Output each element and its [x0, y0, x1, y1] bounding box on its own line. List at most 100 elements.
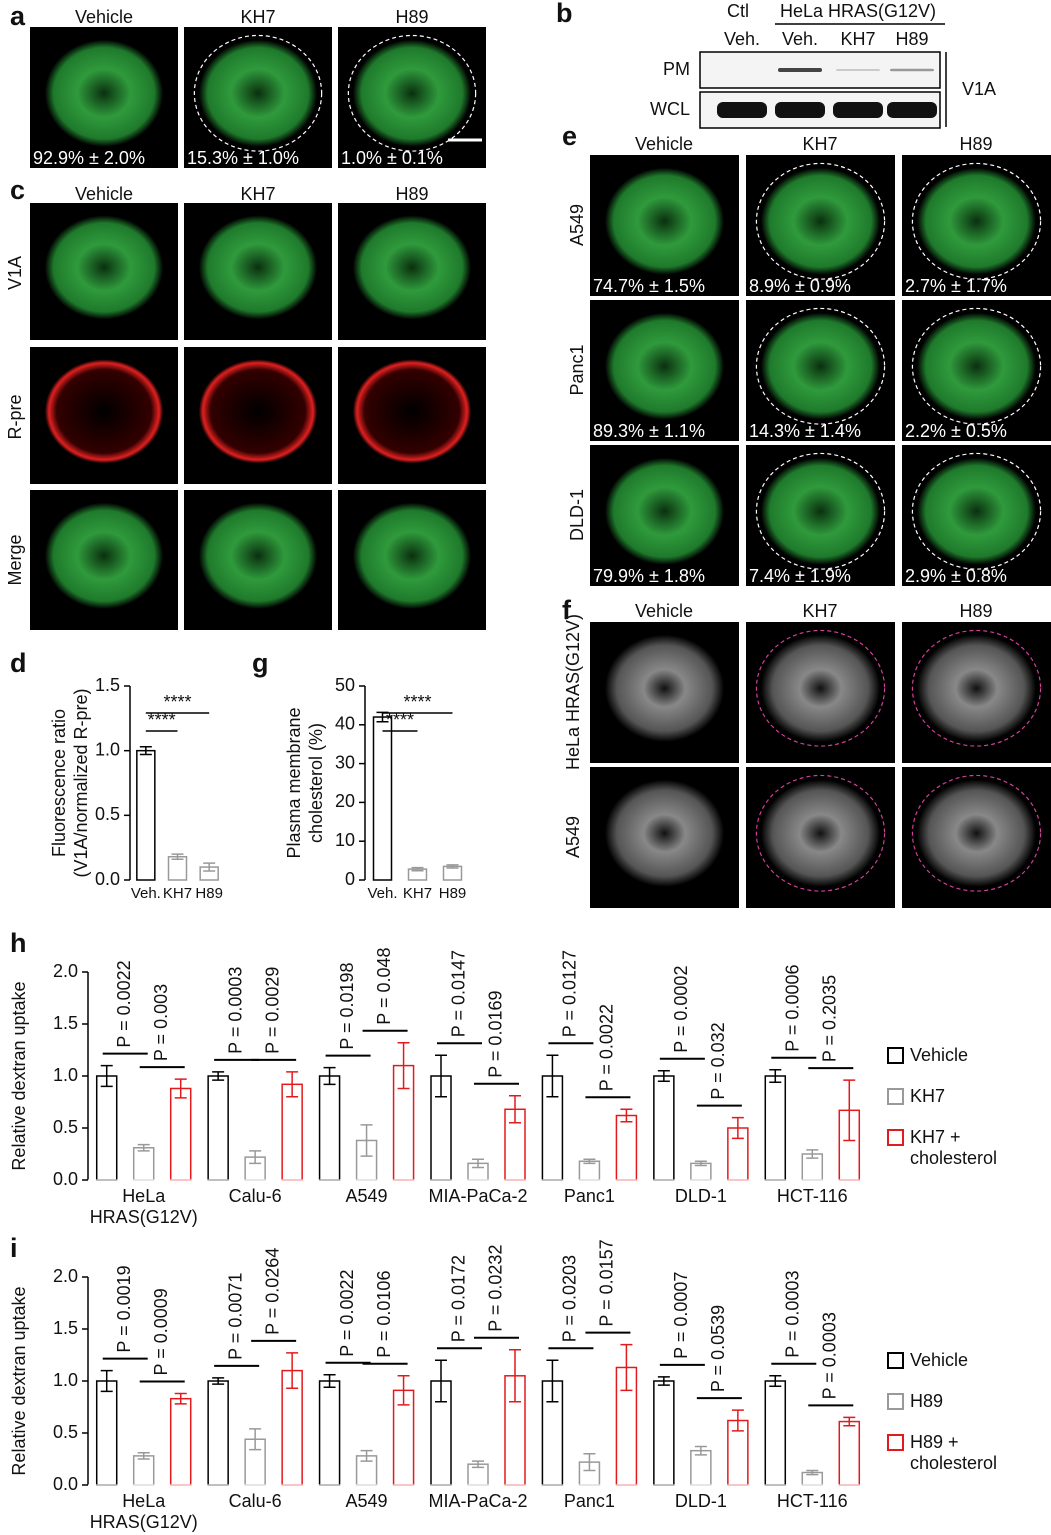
bar	[764, 1380, 787, 1486]
cell	[198, 39, 318, 147]
cell	[760, 167, 881, 275]
cell	[760, 312, 881, 420]
p-value: P = 0.0006	[783, 965, 803, 1052]
error-bar	[286, 1071, 299, 1098]
x-tick-label: A549	[345, 1491, 388, 1511]
error-bar	[171, 853, 184, 861]
panel-label: e	[562, 121, 577, 151]
band	[887, 102, 937, 118]
p-value: P = 0.0009	[151, 1288, 171, 1375]
bar	[207, 1380, 229, 1486]
error-bar	[583, 1158, 596, 1165]
bar	[169, 1087, 192, 1181]
x-tick-label: HCT-116	[776, 1186, 848, 1206]
y-axis-label: Plasma membrane	[284, 707, 304, 858]
bar	[838, 1420, 861, 1486]
cell	[352, 502, 472, 609]
band	[833, 102, 883, 118]
y-axis-label: Relative dextran uptake	[9, 981, 29, 1170]
cell-outline	[193, 34, 323, 152]
column-label: Vehicle	[635, 601, 693, 621]
percentage-label: 74.7% ± 1.5%	[593, 276, 705, 296]
error-bar	[843, 1079, 856, 1142]
cell-outline	[911, 307, 1042, 425]
p-value: P = 0.0022	[597, 1004, 617, 1091]
error-bar	[100, 1369, 113, 1393]
legend-swatch	[887, 1129, 904, 1146]
y-tick-label: 0.0	[95, 869, 120, 889]
x-tick-label: Calu-6	[228, 1491, 282, 1511]
x-tick-label-box: HCT-116	[776, 1491, 848, 1511]
legend-swatch	[887, 1088, 904, 1105]
column-label: H89	[959, 134, 992, 154]
x-tick-label: Veh.	[131, 885, 161, 902]
error-bar	[472, 1460, 484, 1469]
x-tick-label: HCT-116	[776, 1491, 848, 1511]
significance-label: ****	[386, 710, 414, 730]
x-tick-label-box: Calu-6	[228, 1491, 282, 1511]
cell-outline	[755, 774, 886, 892]
p-value: P = 0.0071	[225, 1273, 245, 1360]
row-label: A549	[567, 204, 587, 246]
cell	[604, 634, 725, 742]
y-axis-label: Relative dextran uptake	[9, 1286, 29, 1475]
bar	[207, 1075, 229, 1181]
error-bar	[100, 1064, 113, 1088]
legend-label: KH7	[910, 1086, 946, 1106]
x-tick-label-box: HeLa HRAS(G12V)	[90, 1491, 198, 1532]
x-tick-label-box: HCT-116	[776, 1186, 848, 1206]
percentage-label: 1.0% ± 0.1%	[341, 148, 443, 168]
error-bar	[731, 1116, 744, 1140]
legend-swatch	[887, 1393, 904, 1410]
cell	[916, 634, 1037, 742]
blot-row-label: WCL	[650, 99, 690, 119]
y-tick-label: 0.5	[95, 804, 120, 824]
error-bar	[174, 1078, 187, 1099]
bar	[318, 1075, 341, 1181]
lane-label: H89	[895, 29, 928, 49]
x-tick-label: MIA-PaCa-2	[428, 1186, 528, 1206]
x-tick-label-box: DLD-1	[675, 1491, 727, 1511]
y-tick-label: 40	[335, 714, 355, 734]
legend-label: H89	[910, 1391, 944, 1411]
y-tick-label: 2.0	[53, 961, 78, 981]
bar	[764, 1075, 787, 1181]
y-tick-label: 1.5	[95, 675, 120, 695]
percentage-label: 79.9% ± 1.8%	[593, 566, 705, 586]
lane-label: Veh.	[724, 29, 760, 49]
error-bar	[546, 1054, 559, 1098]
significance-label: ****	[148, 710, 176, 730]
error-bar	[509, 1095, 521, 1124]
cell-outline	[911, 629, 1042, 747]
y-tick-label: 20	[335, 791, 355, 811]
error-bar	[397, 1041, 410, 1090]
percentage-label: 2.9% ± 0.8%	[905, 566, 1007, 586]
legend-label-box: Vehicle	[910, 1350, 969, 1370]
bar	[136, 749, 156, 881]
cell	[352, 39, 472, 147]
band	[778, 68, 822, 72]
x-tick-label: DLD-1	[674, 1186, 727, 1206]
error-bar	[323, 1066, 336, 1086]
p-value: P = 0.0169	[485, 991, 505, 1078]
significance-label: ****	[163, 692, 191, 712]
blot-header: HeLa HRAS(G12V)	[780, 1, 936, 21]
cell	[44, 215, 164, 320]
cell-outline	[755, 629, 886, 747]
bar	[132, 1147, 155, 1181]
x-tick-label-box: Panc1	[564, 1491, 615, 1511]
cell-outline	[911, 162, 1042, 280]
legend-label: Vehicle	[910, 1350, 969, 1370]
error-bar	[137, 1143, 150, 1152]
cell	[916, 312, 1037, 420]
bar	[318, 1380, 341, 1486]
cell	[760, 457, 881, 565]
y-axis-label: (V1A/normalized R-pre)	[71, 688, 91, 877]
error-bar	[137, 1452, 150, 1460]
cell	[604, 457, 725, 565]
bar	[281, 1083, 303, 1181]
legend-label-box: H89	[910, 1391, 944, 1411]
x-tick-label: MIA-PaCa-2	[428, 1491, 528, 1511]
cell	[352, 359, 472, 464]
band	[890, 68, 934, 72]
